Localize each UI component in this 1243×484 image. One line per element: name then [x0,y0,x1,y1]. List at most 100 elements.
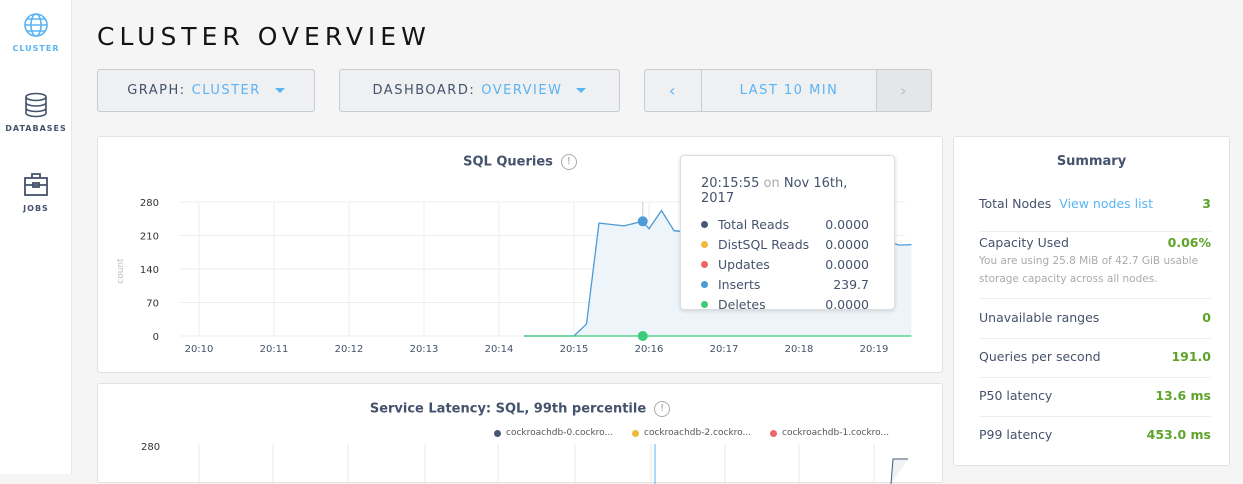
legend-label: cockroachdb-0.cockro... [506,428,614,438]
sidebar-item-databases[interactable]: DATABASES [0,92,72,133]
x-tick-label: 20:18 [785,344,814,355]
value: 191.0 [1171,349,1211,364]
label: Capacity Used [979,235,1069,250]
y-tick-label: 0 [153,332,159,343]
series-name: Updates [718,256,770,272]
x-tick-label: 20:19 [860,344,889,355]
tooltip-on: on [763,176,780,191]
series-dot-icon [701,240,708,248]
value: 3 [1202,196,1211,211]
view-nodes-link[interactable]: View nodes list [1059,196,1153,211]
caret-down-icon [274,88,285,93]
legend-label: cockroachdb-2.cockro... [644,428,752,438]
sidebar-item-label: DATABASES [5,124,67,133]
dashboard-dropdown[interactable]: DASHBOARD: OVERVIEW [339,69,620,112]
summary-capacity: Capacity Used 0.06% You are using 25.8 MiB… [979,235,1211,299]
series-value: 239.7 [833,276,869,292]
x-tick-label: 20:16 [635,344,664,355]
summary-p99: P99 latency 453.0 ms [979,427,1211,456]
summary-unavailable: Unavailable ranges 0 [979,310,1211,339]
info-icon[interactable]: ! [560,154,577,170]
caret-down-icon [576,88,587,93]
prev-time-button[interactable]: ‹ [645,70,702,111]
sidebar-item-jobs[interactable]: JOBS [0,172,72,213]
label: Queries per second [979,349,1101,364]
graph-label: GRAPH: [127,83,186,98]
chart-title: Service Latency: SQL, 99th percentile [369,401,647,417]
value: 0.06% [1167,235,1211,250]
sidebar-item-cluster[interactable]: CLUSTER [0,12,72,53]
database-icon [25,92,47,118]
tooltip-date: Nov 16th, 2017 [701,176,848,206]
y-tick: 280 [141,442,161,453]
series-dot-icon [701,300,708,308]
series-name: DistSQL Reads [718,236,810,252]
series-name: Inserts [718,276,761,292]
x-tick-label: 20:17 [710,344,739,355]
x-tick-label: 20:14 [485,344,514,355]
y-tick-label: 210 [140,232,159,243]
page-title: CLUSTER OVERVIEW [97,22,431,51]
y-tick-label: 140 [140,265,159,276]
latency-card: Service Latency: SQL, 99th percentile! 2… [97,383,943,484]
series-value: 0.0000 [825,236,869,252]
series-value: 0.0000 [825,216,869,232]
summary-qps: Queries per second 191.0 [979,349,1211,378]
series-value: 0.0000 [825,296,869,312]
chart-title: SQL Queries [463,154,553,170]
x-tick-label: 20:12 [335,344,364,355]
summary-p50: P50 latency 13.6 ms [979,388,1211,417]
x-tick-label: 20:11 [260,344,289,355]
series-line [890,458,908,484]
series-value: 0.0000 [825,256,869,272]
summary-title: Summary [1056,154,1127,169]
label: Total Nodes [979,196,1052,211]
legend-item: cockroachdb-0.cockro... [494,428,613,438]
series-dot-icon [701,280,708,288]
sidebar-item-label: CLUSTER [12,44,60,53]
label: Unavailable ranges [979,310,1100,325]
graph-value: CLUSTER [191,83,261,98]
time-range-label[interactable]: LAST 10 MIN [702,70,876,111]
sidebar-item-label: JOBS [23,204,49,213]
tooltip-row: Inserts 239.7 [701,274,869,294]
info-icon[interactable]: ! [654,401,671,417]
chart-tooltip: 20:15:55 on Nov 16th, 2017 Total Reads 0.… [680,155,895,312]
series-name: Deletes [718,296,766,312]
y-tick-label: 70 [146,299,159,310]
tooltip-time: 20:15:55 [701,176,760,191]
legend-item: cockroachdb-1.cockro... [770,428,889,438]
tooltip-row: Updates 0.0000 [701,254,869,274]
legend-label: cockroachdb-1.cockro... [782,428,890,438]
x-tick-label: 20:10 [185,344,214,355]
capacity-note: You are using 25.8 MiB of 42.7 GiB usabl… [979,255,1199,285]
time-range-selector: ‹ LAST 10 MIN › [644,69,932,112]
value: 13.6 ms [1155,388,1211,403]
x-tick-label: 20:13 [410,344,439,355]
series-name: Total Reads [718,216,790,232]
tooltip-row: Deletes 0.0000 [701,294,869,314]
value: 453.0 ms [1146,427,1211,442]
label: P99 latency [979,427,1053,442]
x-tick-label: 20:15 [560,344,589,355]
summary-total-nodes: Total Nodes View nodes list 3 [979,196,1211,232]
series-dot-icon [701,260,708,268]
summary-panel: Summary Total Nodes View nodes list 3 Cap… [953,136,1230,466]
briefcase-icon [24,173,48,196]
tooltip-row: Total Reads 0.0000 [701,214,869,234]
graph-dropdown[interactable]: GRAPH: CLUSTER [97,69,315,112]
inserts-hover-point [637,216,648,227]
series-dot-icon [701,220,708,228]
y-axis-label: count [116,258,126,284]
value: 0 [1202,310,1211,325]
tooltip-row: DistSQL Reads 0.0000 [701,234,869,254]
legend-item: cockroachdb-2.cockro... [632,428,751,438]
sidebar: CLUSTER DATABASES JOBS [0,0,72,474]
label: P50 latency [979,388,1053,403]
next-time-button[interactable]: › [876,70,931,111]
deletes-hover-point [637,331,648,341]
y-tick-label: 280 [140,198,159,209]
dashboard-value: OVERVIEW [481,83,563,98]
dashboard-label: DASHBOARD: [372,83,476,98]
globe-icon [24,13,48,37]
